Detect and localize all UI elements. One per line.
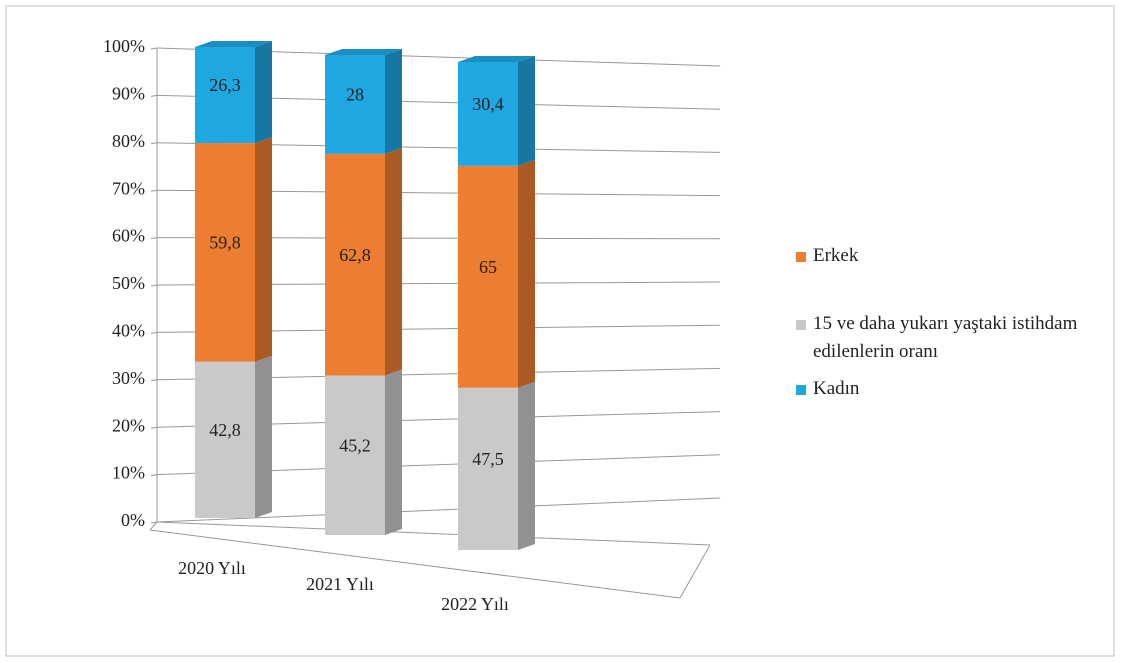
floor-line bbox=[149, 529, 681, 599]
y-tick-label: 20% bbox=[112, 415, 145, 435]
tick-mark bbox=[150, 284, 158, 287]
data-label: 59,8 bbox=[209, 232, 241, 252]
tick-mark bbox=[150, 142, 158, 145]
tick-mark bbox=[150, 189, 158, 192]
legend-swatch bbox=[796, 252, 806, 262]
y-tick-label: 50% bbox=[112, 273, 145, 293]
data-label: 65 bbox=[479, 257, 497, 277]
y-tick-label: 90% bbox=[112, 84, 145, 104]
y-tick-label: 100% bbox=[103, 36, 145, 56]
data-label: 26,3 bbox=[209, 75, 241, 95]
legend-label: Kadın bbox=[813, 378, 860, 399]
bar-side bbox=[255, 137, 272, 362]
x-tick-label: 2020 Yılı bbox=[178, 558, 246, 578]
bar-segment bbox=[458, 62, 518, 166]
bar-side bbox=[518, 159, 535, 388]
data-label: 30,4 bbox=[472, 94, 504, 114]
legend-label: 15 ve daha yukarı yaştaki istihdam edile… bbox=[813, 313, 1078, 362]
y-tick-label: 60% bbox=[112, 226, 145, 246]
y-tick-label: 0% bbox=[121, 510, 145, 530]
x-tick-label: 2021 Yılı bbox=[306, 574, 374, 594]
tick-mark bbox=[150, 331, 158, 334]
bar-segment bbox=[325, 55, 385, 154]
y-tick-label: 40% bbox=[112, 321, 145, 341]
tick-mark bbox=[150, 237, 158, 240]
bar-side bbox=[518, 56, 535, 166]
bar-top bbox=[195, 41, 272, 47]
chart-border bbox=[5, 5, 1115, 657]
tick-mark bbox=[150, 521, 158, 524]
y-tick-label: 30% bbox=[112, 368, 145, 388]
tick-mark bbox=[150, 426, 158, 429]
legend-swatch bbox=[796, 320, 806, 330]
legend-swatch bbox=[796, 385, 806, 395]
data-label: 28 bbox=[346, 85, 364, 105]
y-tick-label: 10% bbox=[112, 463, 145, 483]
floor-line bbox=[679, 544, 711, 599]
bar-side bbox=[255, 41, 272, 144]
data-label: 45,2 bbox=[339, 435, 371, 455]
x-tick-label: 2022 Yılı bbox=[441, 594, 509, 614]
floor-line bbox=[156, 521, 711, 546]
y-tick-label: 80% bbox=[112, 131, 145, 151]
bar-side bbox=[385, 369, 402, 535]
data-label: 42,8 bbox=[209, 420, 241, 440]
legend-label: Erkek bbox=[813, 245, 859, 266]
tick-mark bbox=[150, 47, 158, 50]
bar-top bbox=[325, 49, 402, 55]
tick-mark bbox=[150, 474, 158, 477]
bar-segment bbox=[195, 47, 255, 144]
bar-segment bbox=[325, 375, 385, 535]
bar-segment bbox=[458, 165, 518, 388]
bar-segment bbox=[195, 361, 255, 518]
bar-segment bbox=[458, 387, 518, 550]
data-label: 47,5 bbox=[472, 449, 504, 469]
bar-top bbox=[458, 56, 535, 62]
bar-segment bbox=[325, 153, 385, 376]
bar-side bbox=[385, 147, 402, 376]
data-label: 62,8 bbox=[339, 245, 371, 265]
bar-segment bbox=[195, 143, 255, 362]
floor-line bbox=[149, 521, 158, 531]
tick-mark bbox=[150, 94, 158, 97]
bar-side bbox=[255, 355, 272, 518]
bar-side bbox=[385, 49, 402, 154]
y-tick-label: 70% bbox=[112, 178, 145, 198]
bar-side bbox=[518, 381, 535, 550]
tick-mark bbox=[150, 379, 158, 382]
